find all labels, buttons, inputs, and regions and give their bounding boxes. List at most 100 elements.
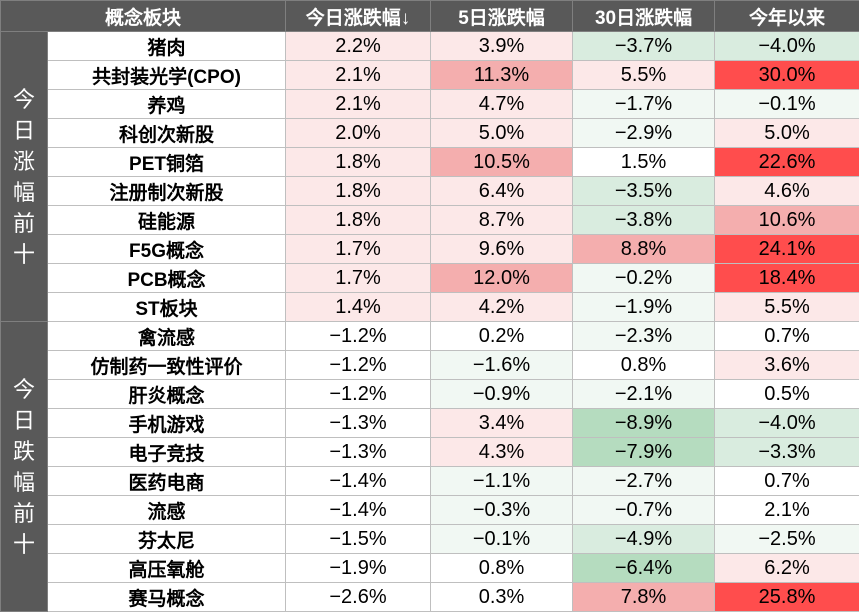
group-label-text: 今日跌幅前十 bbox=[12, 374, 36, 560]
sector-name-cell[interactable]: 医药电商 bbox=[48, 467, 286, 496]
ytd-change-cell: 22.6% bbox=[715, 148, 859, 177]
thirty-day-change-cell: 5.5% bbox=[573, 61, 715, 90]
ytd-change-cell: 0.7% bbox=[715, 467, 859, 496]
table-row[interactable]: 电子竞技−1.3%4.3%−7.9%−3.3% bbox=[1, 438, 859, 467]
sector-name-cell[interactable]: 流感 bbox=[48, 496, 286, 525]
sector-name-cell[interactable]: 手机游戏 bbox=[48, 409, 286, 438]
today-change-cell: 2.2% bbox=[286, 32, 431, 61]
thirty-day-change-cell: 7.8% bbox=[573, 583, 715, 612]
sector-name-cell[interactable]: 芬太尼 bbox=[48, 525, 286, 554]
header-30day-change[interactable]: 30日涨跌幅 bbox=[573, 1, 715, 32]
sector-name-cell[interactable]: 硅能源 bbox=[48, 206, 286, 235]
today-change-cell: 1.7% bbox=[286, 264, 431, 293]
thirty-day-change-cell: −2.1% bbox=[573, 380, 715, 409]
group-label-top-gainers: 今日涨幅前十 bbox=[1, 32, 48, 322]
today-change-cell: −1.4% bbox=[286, 496, 431, 525]
sector-name-cell[interactable]: 仿制药一致性评价 bbox=[48, 351, 286, 380]
table-row[interactable]: 医药电商−1.4%−1.1%−2.7%0.7% bbox=[1, 467, 859, 496]
five-day-change-cell: 4.3% bbox=[431, 438, 573, 467]
sector-name-cell[interactable]: 科创次新股 bbox=[48, 119, 286, 148]
today-change-cell: 1.8% bbox=[286, 148, 431, 177]
thirty-day-change-cell: −3.7% bbox=[573, 32, 715, 61]
header-5day-change[interactable]: 5日涨跌幅 bbox=[431, 1, 573, 32]
sector-name-cell[interactable]: ST板块 bbox=[48, 293, 286, 322]
five-day-change-cell: 6.4% bbox=[431, 177, 573, 206]
sector-name-cell[interactable]: 高压氧舱 bbox=[48, 554, 286, 583]
thirty-day-change-cell: −1.7% bbox=[573, 90, 715, 119]
ytd-change-cell: −0.1% bbox=[715, 90, 859, 119]
table-row[interactable]: 肝炎概念−1.2%−0.9%−2.1%0.5% bbox=[1, 380, 859, 409]
table-row[interactable]: 高压氧舱−1.9%0.8%−6.4%6.2% bbox=[1, 554, 859, 583]
table-row[interactable]: 手机游戏−1.3%3.4%−8.9%−4.0% bbox=[1, 409, 859, 438]
sector-name-cell[interactable]: F5G概念 bbox=[48, 235, 286, 264]
thirty-day-change-cell: 8.8% bbox=[573, 235, 715, 264]
thirty-day-change-cell: −0.2% bbox=[573, 264, 715, 293]
five-day-change-cell: 0.3% bbox=[431, 583, 573, 612]
sector-name-cell[interactable]: 禽流感 bbox=[48, 322, 286, 351]
sector-name-cell[interactable]: 电子竞技 bbox=[48, 438, 286, 467]
five-day-change-cell: 3.4% bbox=[431, 409, 573, 438]
thirty-day-change-cell: −0.7% bbox=[573, 496, 715, 525]
thirty-day-change-cell: −2.3% bbox=[573, 322, 715, 351]
thirty-day-change-cell: −8.9% bbox=[573, 409, 715, 438]
five-day-change-cell: −1.1% bbox=[431, 467, 573, 496]
five-day-change-cell: −0.3% bbox=[431, 496, 573, 525]
five-day-change-cell: 3.9% bbox=[431, 32, 573, 61]
sector-name-cell[interactable]: 赛马概念 bbox=[48, 583, 286, 612]
today-change-cell: 1.4% bbox=[286, 293, 431, 322]
table-row[interactable]: 仿制药一致性评价−1.2%−1.6%0.8%3.6% bbox=[1, 351, 859, 380]
sector-name-cell[interactable]: 猪肉 bbox=[48, 32, 286, 61]
five-day-change-cell: 8.7% bbox=[431, 206, 573, 235]
ytd-change-cell: 24.1% bbox=[715, 235, 859, 264]
header-ytd-change[interactable]: 今年以来 bbox=[715, 1, 859, 32]
five-day-change-cell: 11.3% bbox=[431, 61, 573, 90]
sector-name-cell[interactable]: 养鸡 bbox=[48, 90, 286, 119]
ytd-change-cell: −3.3% bbox=[715, 438, 859, 467]
today-change-cell: −1.4% bbox=[286, 467, 431, 496]
ytd-change-cell: −4.0% bbox=[715, 409, 859, 438]
thirty-day-change-cell: −2.7% bbox=[573, 467, 715, 496]
table-row[interactable]: 赛马概念−2.6%0.3%7.8%25.8% bbox=[1, 583, 859, 612]
ytd-change-cell: 6.2% bbox=[715, 554, 859, 583]
ytd-change-cell: 18.4% bbox=[715, 264, 859, 293]
group-label-text: 今日涨幅前十 bbox=[12, 84, 36, 270]
today-change-cell: −1.2% bbox=[286, 351, 431, 380]
five-day-change-cell: −0.9% bbox=[431, 380, 573, 409]
thirty-day-change-cell: −2.9% bbox=[573, 119, 715, 148]
today-change-cell: 2.0% bbox=[286, 119, 431, 148]
today-change-cell: −1.2% bbox=[286, 322, 431, 351]
five-day-change-cell: 9.6% bbox=[431, 235, 573, 264]
sector-name-cell[interactable]: 肝炎概念 bbox=[48, 380, 286, 409]
sector-name-cell[interactable]: 注册制次新股 bbox=[48, 177, 286, 206]
header-today-change[interactable]: 今日涨跌幅↓ bbox=[286, 1, 431, 32]
table-row[interactable]: 共封装光学(CPO)2.1%11.3%5.5%30.0% bbox=[1, 61, 859, 90]
thirty-day-change-cell: 0.8% bbox=[573, 351, 715, 380]
ytd-change-cell: 4.6% bbox=[715, 177, 859, 206]
five-day-change-cell: 12.0% bbox=[431, 264, 573, 293]
sector-name-cell[interactable]: 共封装光学(CPO) bbox=[48, 61, 286, 90]
table-row[interactable]: 流感−1.4%−0.3%−0.7%2.1% bbox=[1, 496, 859, 525]
ytd-change-cell: 0.7% bbox=[715, 322, 859, 351]
today-change-cell: −2.6% bbox=[286, 583, 431, 612]
ytd-change-cell: −2.5% bbox=[715, 525, 859, 554]
five-day-change-cell: −1.6% bbox=[431, 351, 573, 380]
sector-name-cell[interactable]: PCB概念 bbox=[48, 264, 286, 293]
header-sector-name[interactable]: 概念板块 bbox=[1, 1, 286, 32]
table-row[interactable]: 芬太尼−1.5%−0.1%−4.9%−2.5% bbox=[1, 525, 859, 554]
table-row[interactable]: 今日跌幅前十禽流感−1.2%0.2%−2.3%0.7% bbox=[1, 322, 859, 351]
sector-name-cell[interactable]: PET铜箔 bbox=[48, 148, 286, 177]
group-label-top-losers: 今日跌幅前十 bbox=[1, 322, 48, 612]
five-day-change-cell: 5.0% bbox=[431, 119, 573, 148]
today-change-cell: −1.9% bbox=[286, 554, 431, 583]
